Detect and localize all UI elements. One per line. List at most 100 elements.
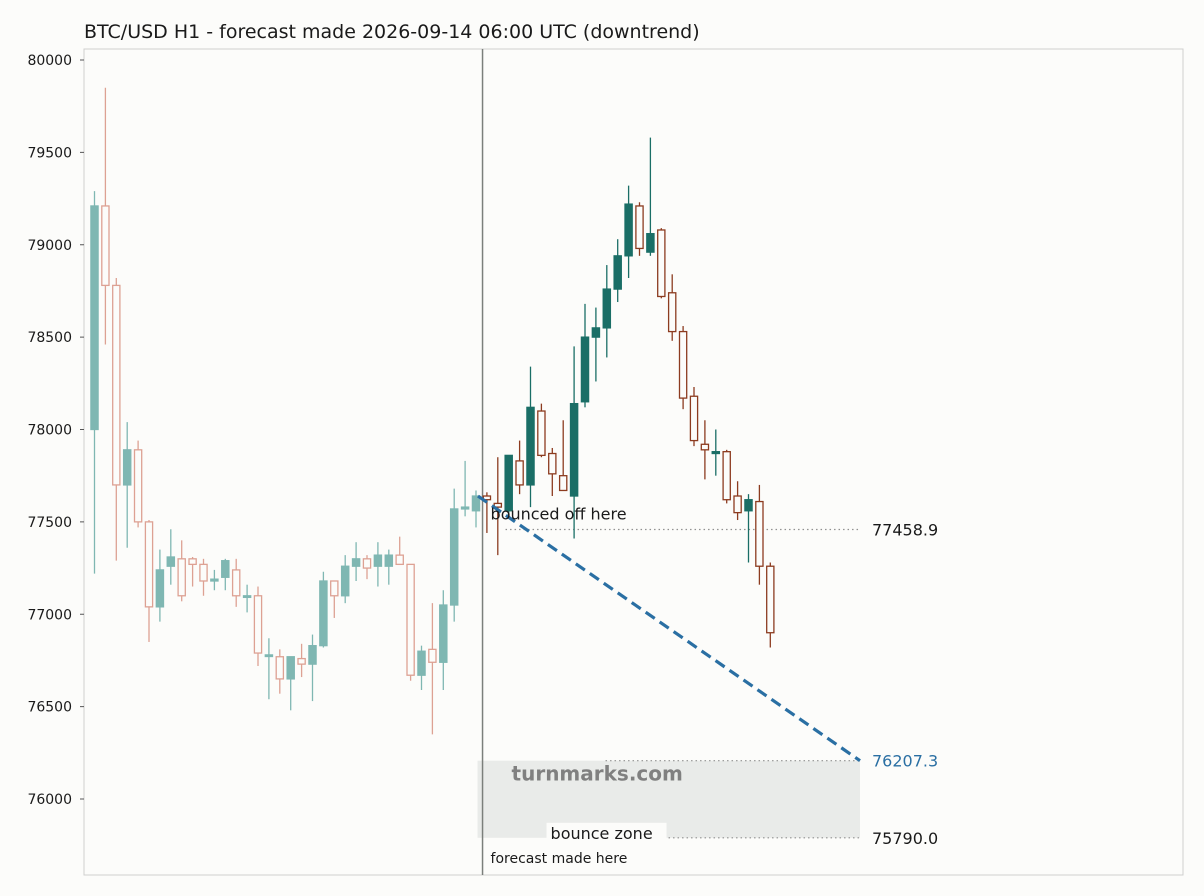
candle-body: [569, 402, 579, 497]
candle-body: [395, 554, 404, 566]
candle-body: [275, 656, 285, 680]
history-candle: [319, 571, 328, 648]
y-tick-label: 79500: [27, 145, 72, 161]
candle-body: [340, 565, 350, 597]
forecast-candle: [569, 346, 579, 539]
candle-body: [133, 449, 143, 523]
forecast-candle: [700, 420, 710, 480]
candle-body: [689, 395, 699, 442]
candle-body: [602, 288, 612, 329]
level-lines-layer: 77458.9 76207.3 75790.0: [481, 49, 938, 875]
forecast-candle: [689, 387, 699, 447]
candle-body: [362, 558, 372, 569]
forecast-candle: [755, 484, 764, 585]
history-candle: [188, 556, 197, 587]
chart-title: BTC/USD H1 - forecast made 2026-09-14 06…: [84, 21, 700, 43]
forecast-candle: [635, 202, 644, 256]
candle-body: [112, 284, 121, 486]
candle-body: [101, 205, 110, 287]
history-candle: [242, 584, 252, 613]
plot-area: [83, 48, 1184, 876]
forecast-candle: [667, 274, 677, 341]
history-candle: [166, 529, 176, 585]
level-label: 76207.3: [872, 752, 938, 771]
candle-body: [330, 580, 339, 597]
candle-body: [199, 563, 208, 582]
y-axis: 80000 79500 79000 78500 78000 77500 77000 76500…: [27, 53, 84, 808]
forecast-candle: [591, 307, 601, 382]
candle-body: [460, 506, 470, 510]
history-candle: [471, 490, 481, 528]
y-tick-label: 76000: [27, 792, 72, 808]
y-tick-label: 77000: [27, 607, 72, 623]
candle-body: [624, 203, 633, 257]
forecast-candle: [580, 303, 590, 408]
history-candle: [439, 590, 448, 690]
y-tick-label: 77500: [27, 515, 72, 531]
history-candle: [101, 87, 110, 345]
forecast-candle: [504, 454, 513, 519]
history-candle: [297, 643, 306, 678]
candle-body: [90, 205, 99, 431]
forecast-candle: [624, 185, 633, 279]
history-candle: [112, 278, 121, 561]
bounce-zone-layer: [477, 760, 860, 838]
y-tick-label: 79000: [27, 238, 72, 254]
candle-body: [580, 336, 590, 403]
candle-body: [646, 233, 655, 253]
candle-body: [449, 508, 459, 606]
level-label: 77458.9: [872, 520, 938, 539]
history-candle: [286, 656, 295, 711]
forecast-candle: [613, 239, 622, 303]
candle-body: [439, 604, 448, 663]
forecast-candle: [744, 494, 753, 563]
watermark: turnmarks.com: [512, 762, 683, 786]
candle-body: [231, 569, 241, 597]
candle-body: [678, 330, 688, 399]
history-candle: [177, 540, 186, 602]
history-candle: [460, 460, 470, 517]
history-candle: [199, 558, 208, 596]
candle-body: [733, 495, 742, 514]
history-candle: [340, 555, 350, 604]
candle-body: [373, 554, 383, 567]
candle-body: [122, 449, 132, 486]
annotations-layer: turnmarks.com bounced off here bounce zone…: [491, 504, 683, 867]
candle-body: [613, 255, 622, 290]
candle-body: [548, 452, 557, 475]
history-candle: [406, 563, 415, 681]
candle-body: [264, 654, 274, 658]
candle-body: [221, 560, 230, 578]
candle-body: [177, 558, 186, 597]
candle-body: [253, 595, 263, 654]
candles-layer: [90, 87, 775, 735]
history-candle: [133, 440, 143, 528]
history-candle: [221, 558, 230, 591]
candle-body: [711, 451, 721, 455]
forecast-candle: [493, 457, 503, 556]
candle-body: [308, 645, 317, 665]
history-candle: [253, 586, 263, 666]
candle-body: [155, 569, 165, 608]
candle-body: [297, 657, 306, 665]
forecast-candle: [678, 326, 688, 410]
bounce-zone: [477, 760, 860, 838]
history-candle: [264, 638, 274, 700]
forecast-candle: [602, 265, 612, 358]
candle-body: [210, 578, 219, 582]
downtrend-line: [477, 494, 861, 763]
candle-body: [537, 410, 546, 457]
bounce-zone-label: bounce zone: [551, 824, 653, 843]
bounce-zone-label-bg: [546, 822, 667, 843]
bounced-annotation: bounced off here: [491, 504, 627, 523]
candle-body: [591, 327, 601, 338]
candle-body: [406, 563, 415, 676]
candle-body: [417, 650, 426, 676]
y-tick-label: 80000: [27, 53, 72, 69]
forecast-made-label: forecast made here: [491, 851, 628, 867]
history-candle: [122, 422, 132, 548]
history-candle: [373, 542, 383, 587]
forecast-candle: [711, 429, 721, 476]
candle-body: [384, 554, 394, 567]
candle-body: [744, 499, 753, 512]
